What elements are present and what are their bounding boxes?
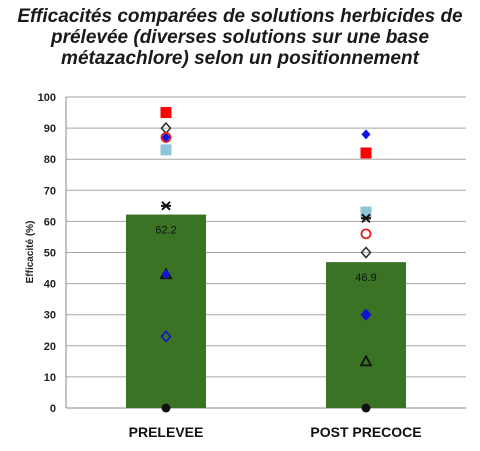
y-tick-label: 40: [44, 279, 56, 291]
filled-square-marker: [160, 144, 172, 156]
filled-diamond-marker: [161, 132, 171, 143]
star-marker: [361, 213, 371, 223]
bar-value-label: 46.9: [355, 272, 376, 284]
open-triangle-marker: [359, 354, 373, 367]
bar-value-label: 62.2: [155, 225, 176, 237]
square-marker-shape: [360, 206, 372, 218]
filled-diamond-marker: [361, 129, 371, 140]
open-diamond-marker: [360, 308, 372, 321]
y-tick-label: 100: [38, 92, 56, 104]
circle-marker-shape: [360, 228, 372, 240]
filled-diamond-marker: [161, 269, 171, 280]
triangle-marker-shape: [359, 354, 373, 367]
chart-title-line-2: prélevée (diverses solutions sur une bas…: [50, 27, 430, 48]
circle-marker-shape: [161, 403, 171, 413]
filled-circle-marker: [361, 403, 371, 413]
star-marker: [161, 201, 171, 211]
circle-marker-shape: [361, 403, 371, 413]
diamond-marker-shape: [360, 308, 372, 321]
circle-marker-shape: [160, 132, 172, 143]
chart-title: Efficacités comparées de solutions herbi…: [0, 6, 480, 69]
filled-circle-marker: [161, 403, 171, 413]
bar: [126, 214, 206, 408]
open-circle-marker: [160, 132, 172, 143]
open-diamond-marker: [160, 330, 172, 343]
bar: [326, 262, 406, 408]
y-tick-label: 20: [44, 341, 56, 353]
y-axis-label: Efficacité (%): [25, 221, 36, 284]
y-tick-label: 30: [44, 310, 56, 322]
diamond-marker-shape: [160, 330, 172, 343]
open-diamond-marker: [360, 246, 372, 259]
square-marker-shape: [360, 147, 372, 159]
square-marker-shape: [160, 107, 172, 119]
y-tick-label: 10: [44, 372, 56, 384]
filled-square-marker: [360, 147, 372, 159]
diamond-marker-shape: [360, 246, 372, 259]
chart-title-line-1: Efficacités comparées de solutions herbi…: [17, 6, 463, 27]
filled-square-marker: [160, 107, 172, 119]
open-circle-marker: [360, 228, 372, 240]
square-marker-shape: [160, 144, 172, 156]
diamond-marker-shape: [161, 269, 171, 280]
y-tick-label: 80: [44, 154, 56, 166]
diamond-marker-shape: [361, 129, 371, 140]
chart-title-line-3: métazachlore) selon un positionnement: [61, 48, 419, 69]
y-tick-label: 0: [50, 403, 56, 415]
filled-square-marker: [360, 206, 372, 218]
y-tick-label: 70: [44, 185, 56, 197]
x-category-label: POST PRECOCE: [310, 424, 421, 440]
x-category-label: PRELEVEE: [129, 424, 204, 440]
y-tick-label: 90: [44, 123, 56, 135]
y-tick-label: 60: [44, 216, 56, 228]
y-tick-label: 50: [44, 248, 56, 260]
diamond-marker-shape: [161, 132, 171, 143]
